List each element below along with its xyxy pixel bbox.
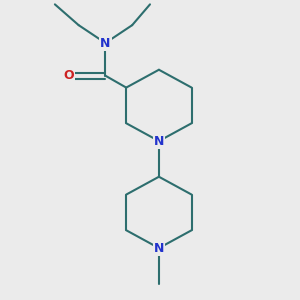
- Text: N: N: [154, 135, 164, 148]
- Text: N: N: [154, 242, 164, 255]
- Text: N: N: [100, 37, 111, 50]
- Text: O: O: [63, 69, 74, 82]
